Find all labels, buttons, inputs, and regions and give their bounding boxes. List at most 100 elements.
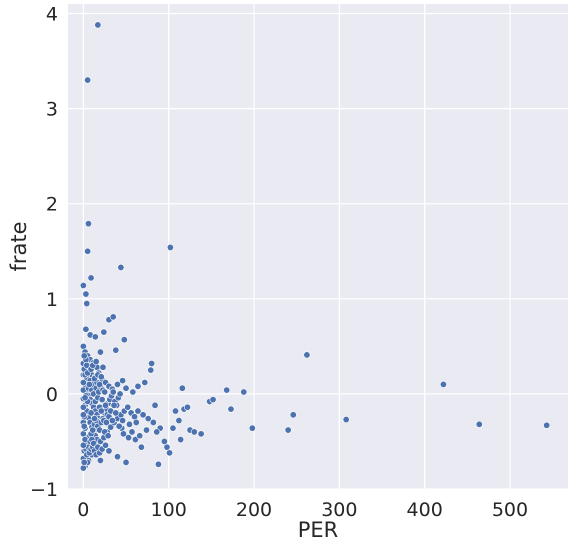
data-point [119,377,127,385]
data-point [134,407,142,415]
data-point [172,407,180,415]
data-point [149,418,157,426]
data-point [197,430,205,438]
y-tick-label: −1 [30,479,58,501]
data-point [342,416,350,424]
data-point [87,409,95,417]
data-point [475,420,483,428]
data-point [82,325,90,333]
data-point [227,405,235,413]
data-point [104,432,112,440]
data-point [100,328,108,336]
y-tick-label: 4 [46,4,58,26]
data-point [83,300,91,308]
data-point [125,420,133,428]
data-point [144,415,152,423]
y-tick-label: 1 [46,289,58,311]
data-point [102,401,110,409]
data-point [248,424,256,432]
data-point [223,386,231,394]
data-point [96,380,104,388]
data-point [79,464,87,472]
y-axis-label: frate [7,221,31,271]
data-point [90,415,98,423]
data-point [163,443,171,451]
data-point [79,411,87,419]
data-point [122,384,130,392]
data-point [129,388,137,396]
data-point [117,263,125,271]
y-tick-label: 0 [46,384,58,406]
data-point [169,424,177,432]
data-point [82,290,90,298]
x-axis-label: PER [298,518,339,542]
data-point [132,418,140,426]
data-point [148,359,156,367]
data-point [101,388,109,396]
data-point [94,21,102,29]
data-point [79,441,87,449]
data-point [96,456,104,464]
data-point [134,382,142,390]
data-point [84,220,92,228]
data-point [128,428,136,436]
data-point [80,352,88,360]
x-tick-label: 200 [236,499,272,521]
data-point [108,417,116,425]
data-point [153,428,161,436]
x-tick-label: 100 [151,499,187,521]
data-point [102,441,110,449]
data-point [136,432,144,440]
data-point [110,401,118,409]
data-point [147,366,155,374]
data-point [137,443,145,451]
data-point [105,447,113,455]
data-point [124,403,132,411]
plot-area [68,4,568,489]
data-point [151,401,159,409]
data-point [154,460,162,468]
data-point [84,76,92,84]
data-point [107,423,115,431]
data-point [177,436,185,444]
x-tick-label: 400 [407,499,443,521]
data-point [87,274,95,282]
data-point [79,281,87,289]
data-point [141,378,149,386]
data-point [80,422,88,430]
data-point [289,411,297,419]
data-point [98,396,106,404]
x-tick-label: 500 [492,499,528,521]
data-point [85,380,93,388]
data-point [79,430,87,438]
data-point [178,384,186,392]
data-point [96,348,104,356]
x-tick-label: 300 [321,499,357,521]
data-point [303,351,311,359]
data-point [79,342,87,350]
data-point [175,417,183,425]
data-point [81,394,89,402]
x-tick-label: 0 [77,499,89,521]
data-point [92,358,100,366]
data-point [113,380,121,388]
y-tick-label: 2 [46,194,58,216]
data-point [139,411,147,419]
data-point [119,430,127,438]
data-point [109,313,117,321]
data-point [79,378,87,386]
data-point [125,434,133,442]
data-point [80,458,88,466]
data-point [113,453,121,461]
data-point [240,388,248,396]
data-point [97,373,105,381]
data-point [160,437,168,445]
data-point [543,421,551,429]
data-point [109,388,117,396]
data-point [120,336,128,344]
data-point [116,390,124,398]
data-point [209,396,217,404]
data-point [79,403,87,411]
tick-labels: 0 100 200 300 400 500 −1 0 1 2 3 4 [30,4,528,521]
